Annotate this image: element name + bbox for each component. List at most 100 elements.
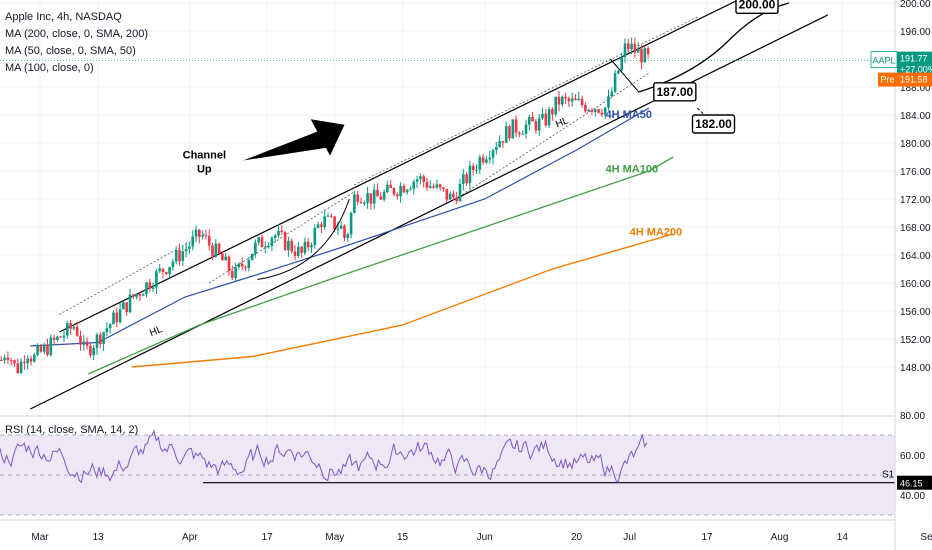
candle-body[interactable] <box>211 245 214 257</box>
candle-body[interactable] <box>452 193 455 198</box>
candle-body[interactable] <box>19 361 23 373</box>
candle-body[interactable] <box>627 43 630 50</box>
candle-body[interactable] <box>264 246 267 248</box>
candle-body[interactable] <box>165 272 168 275</box>
candle-body[interactable] <box>372 189 376 204</box>
candle-body[interactable] <box>62 335 66 338</box>
candle-body[interactable] <box>353 194 356 213</box>
candle-body[interactable] <box>597 109 600 113</box>
candle-body[interactable] <box>590 110 594 112</box>
candle-body[interactable] <box>475 169 478 171</box>
candle-body[interactable] <box>33 354 36 362</box>
candle-body[interactable] <box>231 271 234 278</box>
target-200-box[interactable] <box>735 0 779 14</box>
candle-body[interactable] <box>326 215 330 217</box>
candle-body[interactable] <box>145 282 148 295</box>
candle-body[interactable] <box>132 294 135 297</box>
candle-body[interactable] <box>501 141 505 143</box>
candle-body[interactable] <box>613 73 617 92</box>
candle-body[interactable] <box>148 282 152 289</box>
candle-body[interactable] <box>409 188 412 190</box>
candle-body[interactable] <box>445 188 449 200</box>
candle-body[interactable] <box>227 256 231 272</box>
candle-body[interactable] <box>405 189 409 193</box>
candle-body[interactable] <box>498 141 501 148</box>
candle-body[interactable] <box>194 229 198 237</box>
candle-body[interactable] <box>201 235 204 237</box>
candle-body[interactable] <box>99 334 102 345</box>
candle-body[interactable] <box>9 359 13 361</box>
candle-body[interactable] <box>415 179 419 182</box>
candle-body[interactable] <box>402 185 406 193</box>
candle-body[interactable] <box>168 266 171 275</box>
candle-body[interactable] <box>59 336 62 338</box>
candle-body[interactable] <box>419 176 422 180</box>
candle-body[interactable] <box>630 43 633 50</box>
candle-body[interactable] <box>551 109 554 115</box>
candle-body[interactable] <box>369 193 373 204</box>
candle-body[interactable] <box>379 196 383 200</box>
candle-body[interactable] <box>237 263 241 268</box>
candle-body[interactable] <box>471 165 475 171</box>
candle-body[interactable] <box>122 302 125 310</box>
candle-body[interactable] <box>488 157 491 160</box>
candle-body[interactable] <box>386 184 389 193</box>
candle-body[interactable] <box>13 360 16 364</box>
candle-body[interactable] <box>135 294 138 297</box>
candle-body[interactable] <box>290 240 293 252</box>
candle-body[interactable] <box>610 91 614 97</box>
candle-body[interactable] <box>435 184 439 188</box>
candle-body[interactable] <box>85 341 89 346</box>
rsi-label[interactable]: RSI (14, close, SMA, 14, 2) <box>5 424 139 436</box>
indicator-ma50[interactable]: MA (50, close, 0, SMA, 50) <box>5 45 136 57</box>
candle-body[interactable] <box>244 266 247 268</box>
candle-body[interactable] <box>273 235 277 238</box>
target-182-box[interactable] <box>691 114 736 134</box>
candle-body[interactable] <box>343 225 346 238</box>
candle-body[interactable] <box>297 246 300 256</box>
candle-body[interactable] <box>485 159 488 163</box>
candle-body[interactable] <box>102 332 105 345</box>
candle-body[interactable] <box>514 119 518 133</box>
candle-body[interactable] <box>306 241 310 248</box>
candle-body[interactable] <box>188 246 191 249</box>
candle-body[interactable] <box>382 192 386 200</box>
candle-body[interactable] <box>198 229 201 237</box>
candle-body[interactable] <box>389 184 392 189</box>
candle-body[interactable] <box>587 110 590 112</box>
candle-body[interactable] <box>6 357 10 360</box>
candle-body[interactable] <box>52 337 56 341</box>
candle-body[interactable] <box>250 253 254 261</box>
candle-body[interactable] <box>521 133 524 135</box>
candle-body[interactable] <box>458 183 462 202</box>
indicator-ma200[interactable]: MA (200, close, 0, SMA, 200) <box>5 28 149 40</box>
candle-body[interactable] <box>422 176 425 182</box>
candle-body[interactable] <box>528 116 531 125</box>
candle-body[interactable] <box>412 181 416 189</box>
candle-body[interactable] <box>511 119 515 139</box>
candle-body[interactable] <box>356 194 359 202</box>
candle-body[interactable] <box>280 230 284 233</box>
candle-body[interactable] <box>161 268 165 273</box>
candle-body[interactable] <box>39 346 43 352</box>
candle-body[interactable] <box>323 216 326 227</box>
candle-body[interactable] <box>270 237 274 246</box>
candle-body[interactable] <box>181 251 185 262</box>
candle-body[interactable] <box>531 116 534 122</box>
candle-body[interactable] <box>155 271 158 288</box>
candle-body[interactable] <box>333 216 336 230</box>
candle-body[interactable] <box>363 202 366 204</box>
candle-body[interactable] <box>524 124 528 134</box>
candle-body[interactable] <box>138 294 142 296</box>
candle-body[interactable] <box>537 118 541 131</box>
candle-body[interactable] <box>544 113 548 126</box>
candle-body[interactable] <box>42 344 46 352</box>
candle-body[interactable] <box>184 248 188 252</box>
candle-body[interactable] <box>310 245 313 248</box>
candle-body[interactable] <box>26 358 29 364</box>
candle-body[interactable] <box>534 121 538 131</box>
candle-body[interactable] <box>339 225 343 229</box>
candle-body[interactable] <box>468 165 472 183</box>
candle-body[interactable] <box>518 132 521 135</box>
candle-body[interactable] <box>359 201 363 204</box>
